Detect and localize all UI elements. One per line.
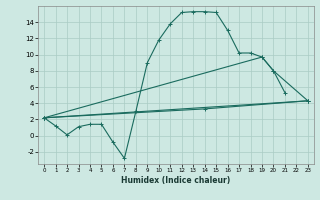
X-axis label: Humidex (Indice chaleur): Humidex (Indice chaleur) xyxy=(121,176,231,185)
